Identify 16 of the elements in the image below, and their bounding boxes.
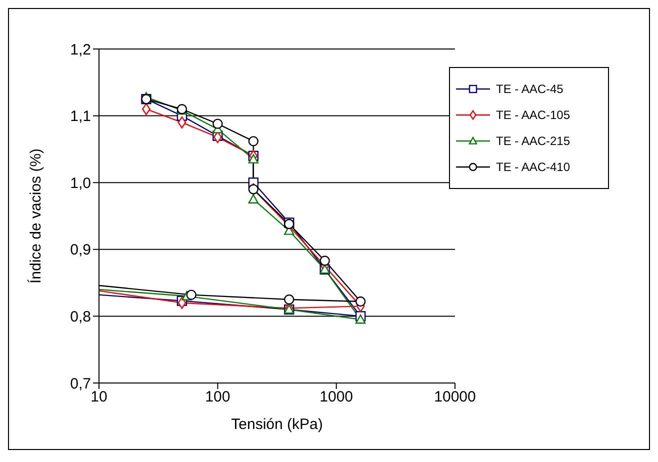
x-axis-title: Tensión (kPa) (231, 416, 323, 433)
y-tick-label: 0,9 (70, 242, 91, 259)
x-tick-label: 100 (205, 388, 230, 406)
legend-label: TE - AAC-215 (496, 134, 570, 148)
y-tick-label: 1,0 (70, 174, 91, 192)
x-tick-label: 10 (90, 388, 108, 406)
legend-label: TE - AAC-105 (496, 108, 570, 122)
y-axis-title: Índice de vacios (%) (26, 148, 44, 284)
y-tick-label: 0,7 (70, 375, 91, 392)
y-tick-label: 1,1 (70, 108, 91, 126)
legend-label: TE - AAC-410 (496, 160, 570, 174)
y-tick-label: 0,8 (70, 308, 91, 326)
x-tick-label: 1000 (320, 388, 354, 406)
legend-label: TE - AAC-45 (496, 82, 564, 96)
y-tick-label: 1,2 (70, 41, 91, 58)
x-tick-label: 10000 (434, 388, 476, 406)
